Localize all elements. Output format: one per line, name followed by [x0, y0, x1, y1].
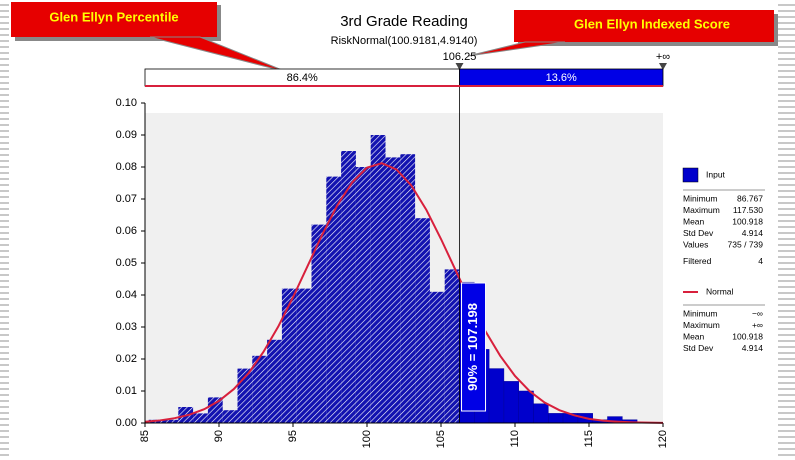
- stat-label: Values: [683, 239, 708, 249]
- decor-stripes: [0, 0, 9, 460]
- stat-value: 86.767: [737, 193, 763, 203]
- bar: [518, 390, 534, 424]
- legend-label: Input: [706, 169, 726, 179]
- delimiter-marker: [659, 63, 667, 70]
- y-tick-label: 0.03: [116, 321, 137, 333]
- stat-label: Minimum: [683, 308, 717, 318]
- x-tick-label: 105: [435, 430, 447, 448]
- callout-text: Glen Ellyn Indexed Score: [574, 16, 730, 31]
- bar: [311, 224, 327, 423]
- bar: [163, 419, 179, 423]
- callout-box: [514, 10, 774, 42]
- chart-subtitle: RiskNormal(100.9181,4.9140): [331, 35, 478, 47]
- x-tick-label: 90: [213, 430, 225, 442]
- bar: [548, 413, 564, 424]
- bar: [207, 397, 223, 423]
- y-tick-label: 0.09: [116, 129, 137, 141]
- x-tick-label: 115: [583, 430, 595, 448]
- x-tick-label: 85: [139, 430, 151, 442]
- y-tick-label: 0.00: [116, 417, 137, 429]
- delimiter-label: 106.25: [443, 51, 477, 63]
- stat-label: Mean: [683, 216, 705, 226]
- annotation-text: 90% = 107.198: [465, 303, 480, 391]
- bar: [252, 355, 268, 423]
- stat-value: −∞: [752, 308, 763, 318]
- callout-arrow: [149, 36, 288, 73]
- bar: [503, 381, 519, 424]
- y-tick-label: 0.02: [116, 353, 137, 365]
- x-tick-label: 100: [361, 430, 373, 448]
- stat-value: 117.530: [733, 205, 763, 215]
- stat-value: 735 / 739: [728, 239, 764, 249]
- x-tick-label: 110: [509, 430, 521, 448]
- callout-text: Glen Ellyn Percentile: [49, 9, 178, 24]
- normal-curve: [144, 162, 664, 424]
- legend-swatch: [682, 167, 699, 183]
- y-tick-label: 0.06: [116, 225, 137, 237]
- bar: [488, 368, 505, 424]
- x-tick-label: 95: [287, 430, 299, 442]
- stat-value: 4.914: [742, 343, 764, 353]
- stat-label: Mean: [683, 331, 705, 341]
- decor-stripes: [778, 0, 795, 460]
- stat-label: Maximum: [683, 205, 720, 215]
- bar: [385, 157, 401, 423]
- bar: [444, 269, 460, 423]
- stat-label: Maximum: [683, 320, 720, 330]
- bar: [326, 176, 342, 423]
- bar: [400, 154, 416, 423]
- y-tick-label: 0.05: [116, 257, 137, 269]
- stat-value: 100.918: [732, 331, 763, 341]
- stat-value: 4: [758, 256, 763, 266]
- x-tick-label: 120: [657, 430, 669, 448]
- bar: [341, 151, 356, 423]
- y-tick-label: 0.07: [116, 193, 137, 205]
- bar: [267, 339, 282, 423]
- chart-title: 3rd Grade Reading: [340, 13, 468, 30]
- stat-value: 4.914: [742, 228, 764, 238]
- y-tick-label: 0.10: [116, 97, 137, 109]
- stat-label: Minimum: [683, 193, 717, 203]
- bar: [355, 167, 371, 423]
- callout-arrow: [467, 41, 566, 57]
- legend-label: Normal: [706, 286, 734, 296]
- bar: [370, 135, 386, 423]
- annotation-box: [461, 282, 487, 412]
- stat-label: Filtered: [683, 256, 712, 266]
- y-tick-label: 0.01: [116, 385, 137, 397]
- callout-box: [11, 2, 217, 37]
- bar: [193, 413, 208, 423]
- y-tick-label: 0.08: [116, 161, 137, 173]
- bar: [296, 288, 312, 423]
- stat-label: Std Dev: [683, 228, 714, 238]
- delimiter-end-label: +∞: [656, 51, 670, 63]
- stat-value: +∞: [752, 320, 763, 330]
- bar: [533, 403, 549, 424]
- stat-label: Std Dev: [683, 343, 714, 353]
- pct-label-right: 13.6%: [546, 72, 577, 84]
- bar: [415, 218, 430, 423]
- y-tick-label: 0.04: [116, 289, 137, 301]
- pct-label-left: 86.4%: [287, 72, 318, 84]
- bar: [222, 410, 238, 423]
- stat-value: 100.918: [732, 216, 763, 226]
- bar: [281, 288, 297, 423]
- delimiter-marker: [455, 63, 464, 70]
- bar: [429, 291, 445, 423]
